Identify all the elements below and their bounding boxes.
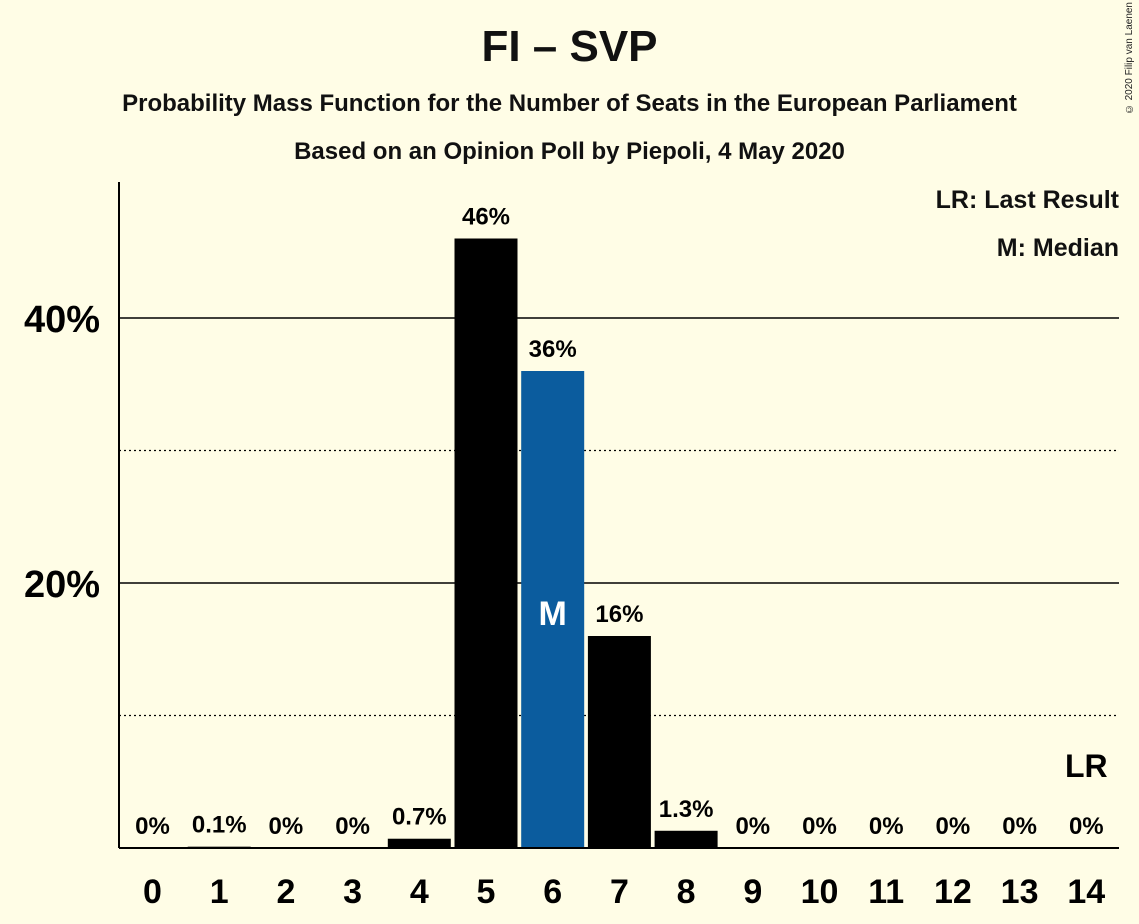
x-tick-label: 8 [677, 873, 696, 911]
x-tick-label: 7 [610, 873, 629, 911]
bar-value-label: 0% [869, 813, 904, 840]
legend-median: M: Median [996, 234, 1119, 262]
x-tick-label: 3 [343, 873, 362, 911]
chart-title: FI – SVP [481, 22, 658, 71]
bar-value-label: 36% [529, 336, 577, 363]
bar [454, 238, 518, 848]
bar [587, 636, 651, 848]
x-tick-label: 2 [276, 873, 295, 911]
bar-value-label: 0% [1002, 813, 1037, 840]
chart-source-line: Based on an Opinion Poll by Piepoli, 4 M… [294, 138, 845, 165]
x-tick-label: 12 [934, 873, 972, 911]
bar-value-label: 0% [1069, 813, 1104, 840]
bar-value-label: 0% [802, 813, 837, 840]
x-tick-label: 5 [477, 873, 496, 911]
x-tick-label: 1 [210, 873, 229, 911]
x-tick-label: 6 [543, 873, 562, 911]
x-tick-label: 10 [801, 873, 839, 911]
x-tick-label: 0 [143, 873, 162, 911]
bar [387, 838, 451, 848]
chart-subtitle: Probability Mass Function for the Number… [122, 90, 1017, 117]
x-tick-label: 4 [410, 873, 429, 911]
bar-value-label: 0% [269, 813, 304, 840]
bar [521, 371, 585, 848]
y-tick-label: 20% [24, 564, 100, 606]
x-tick-label: 13 [1001, 873, 1039, 911]
bar-value-label: 0.7% [392, 804, 447, 831]
median-marker: M [539, 595, 567, 633]
bar-value-label: 1.3% [659, 796, 714, 823]
legend-last-result: LR: Last Result [935, 186, 1119, 214]
bar-value-label: 0% [335, 813, 370, 840]
bar-value-label: 0% [735, 813, 770, 840]
bar [654, 830, 718, 848]
bar-value-label: 16% [595, 601, 643, 628]
x-tick-label: 11 [868, 873, 904, 911]
bar-value-label: 0.1% [192, 812, 247, 839]
bar-value-label: 0% [135, 813, 170, 840]
x-tick-label: 14 [1067, 873, 1105, 911]
x-tick-label: 9 [743, 873, 762, 911]
last-result-marker: LR [1065, 748, 1108, 784]
bar-value-label: 0% [936, 813, 971, 840]
bar-value-label: 46% [462, 204, 510, 231]
y-tick-label: 40% [24, 299, 100, 341]
